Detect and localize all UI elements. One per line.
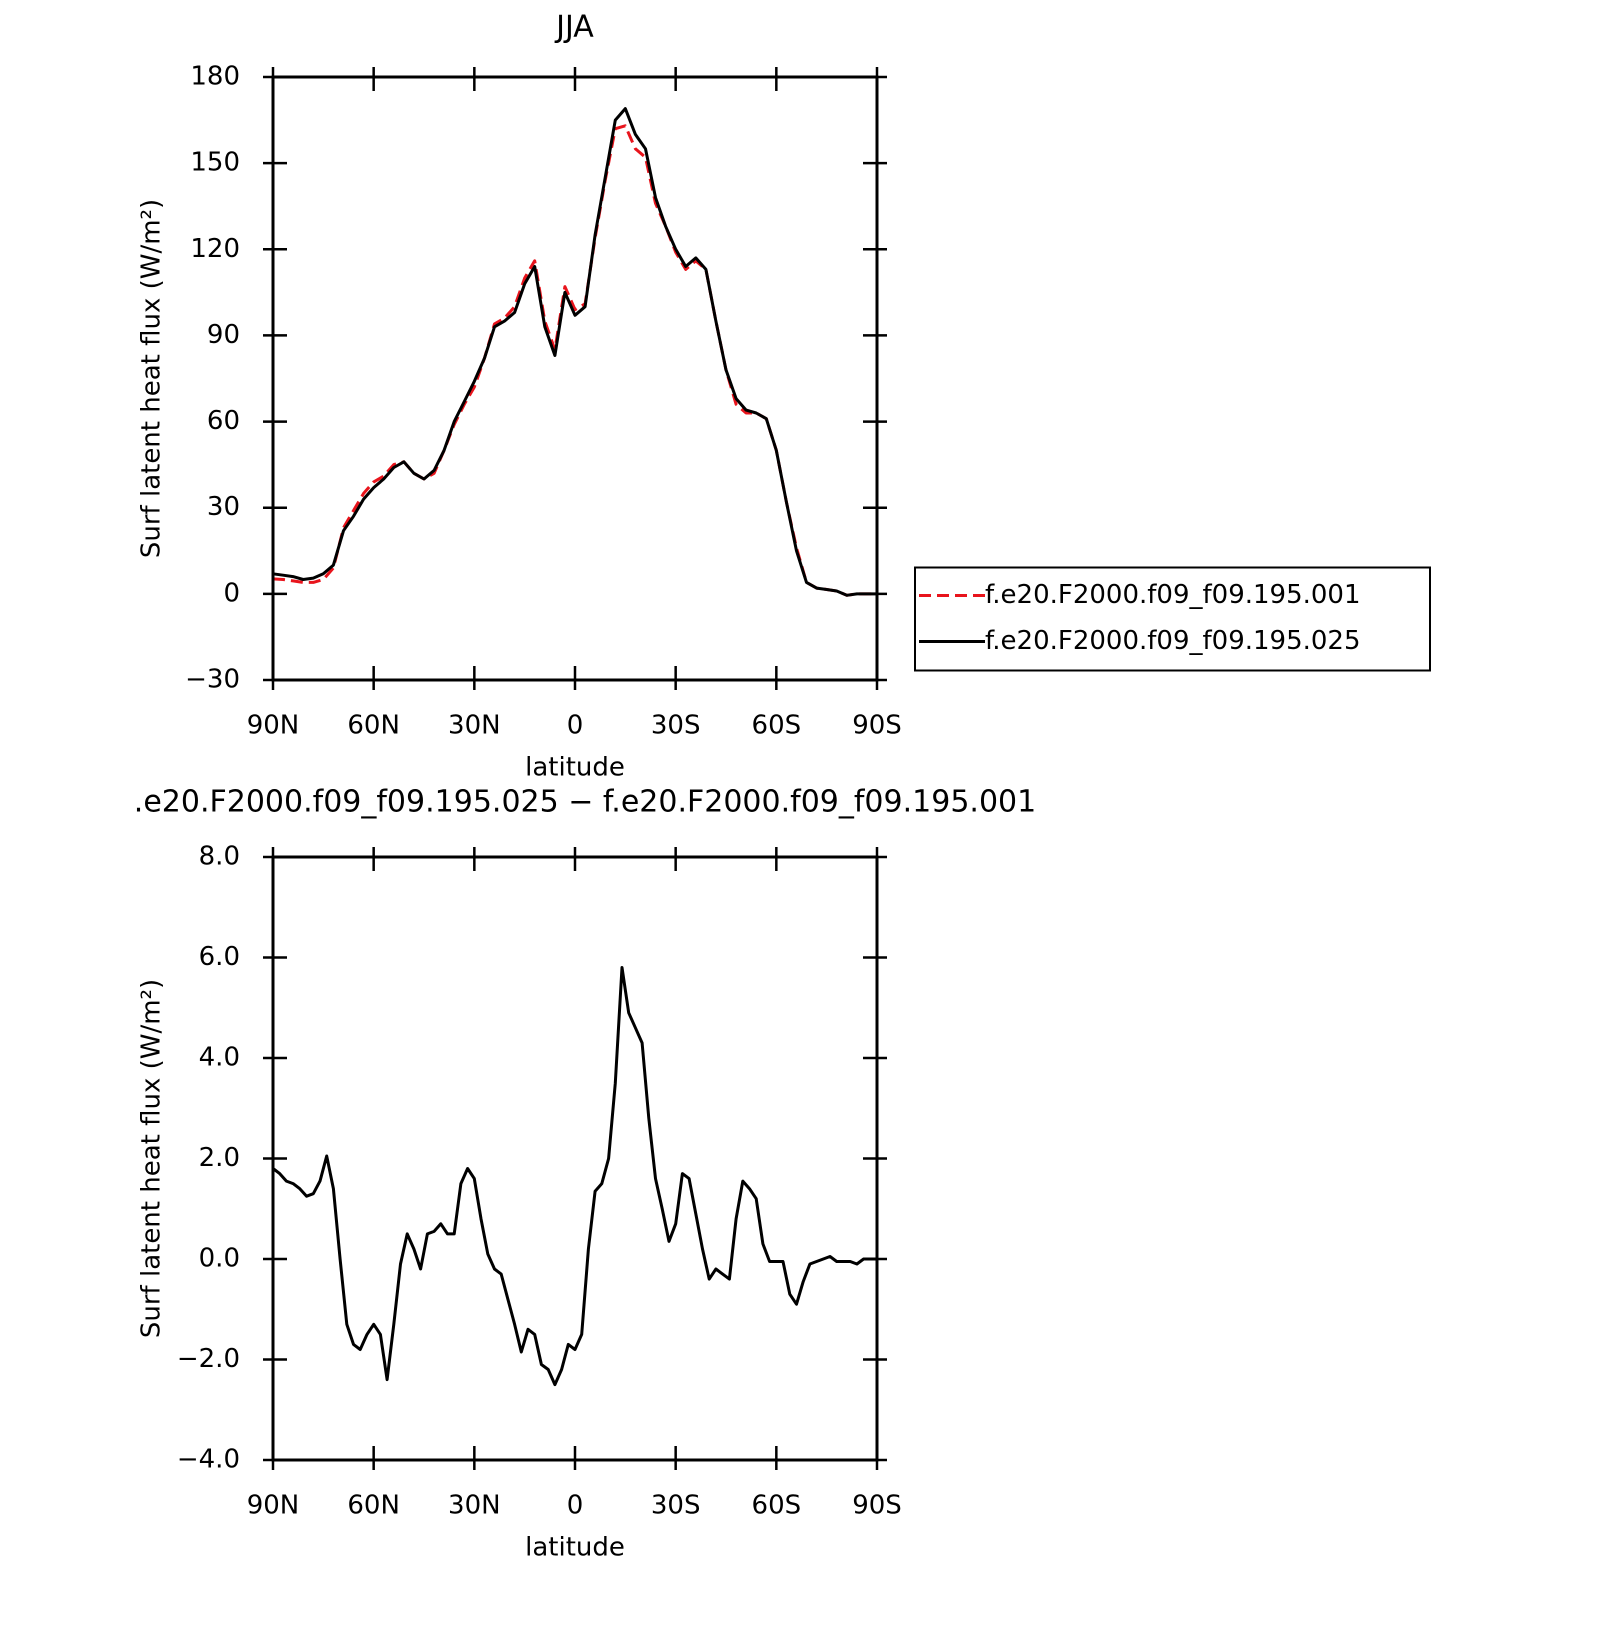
data-line bbox=[272, 966, 877, 1387]
x-tick-label: 90N bbox=[247, 711, 300, 741]
x-tick-label: 60N bbox=[347, 711, 400, 741]
data-line bbox=[272, 107, 877, 597]
x-tick-label: 30S bbox=[651, 711, 701, 741]
plot-frame bbox=[271, 855, 879, 1462]
y-tick-label: 180 bbox=[190, 62, 240, 92]
y-tick-label: 150 bbox=[190, 148, 240, 178]
y-tick-label: 4.0 bbox=[199, 1043, 240, 1073]
plot-frame bbox=[271, 75, 879, 682]
x-tick-label: 60N bbox=[347, 1491, 400, 1521]
x-tick-label: 60S bbox=[752, 1491, 802, 1521]
y-tick-label: 6.0 bbox=[199, 942, 240, 972]
x-tick-label: 60S bbox=[752, 711, 802, 741]
x-tick-label: 90N bbox=[247, 1491, 300, 1521]
data-line bbox=[272, 124, 877, 597]
y-tick-label: −30 bbox=[185, 665, 240, 695]
y-axis-label: Surf latent heat flux (W/m²) bbox=[137, 199, 167, 558]
x-tick-label: 30S bbox=[651, 1491, 701, 1521]
x-tick-label: 90S bbox=[852, 1491, 902, 1521]
legend-label: f.e20.F2000.f09_f09.195.025 bbox=[985, 626, 1361, 656]
x-tick-label: 90S bbox=[852, 711, 902, 741]
chart-title: .e20.F2000.f09_f09.195.025 − f.e20.F2000… bbox=[134, 785, 1036, 820]
y-tick-label: 60 bbox=[207, 406, 240, 436]
x-tick-label: 30N bbox=[448, 711, 501, 741]
y-tick-label: 30 bbox=[207, 492, 240, 522]
legend-box bbox=[914, 566, 1431, 672]
y-tick-label: −2.0 bbox=[177, 1344, 240, 1374]
y-tick-label: 0.0 bbox=[199, 1244, 240, 1274]
legend-label: f.e20.F2000.f09_f09.195.001 bbox=[985, 580, 1361, 610]
y-tick-label: 120 bbox=[190, 234, 240, 264]
y-tick-label: 8.0 bbox=[199, 842, 240, 872]
y-tick-label: 90 bbox=[207, 320, 240, 350]
x-axis-label: latitude bbox=[525, 1533, 625, 1563]
y-axis-label: Surf latent heat flux (W/m²) bbox=[137, 979, 167, 1338]
y-tick-label: −4.0 bbox=[177, 1445, 240, 1475]
y-tick-label: 2.0 bbox=[199, 1143, 240, 1173]
y-tick-label: 0 bbox=[223, 578, 240, 608]
x-tick-label: 30N bbox=[448, 1491, 501, 1521]
x-tick-label: 0 bbox=[567, 1491, 584, 1521]
x-tick-label: 0 bbox=[567, 711, 584, 741]
chart-title: JJA bbox=[554, 10, 594, 45]
x-axis-label: latitude bbox=[525, 753, 625, 783]
